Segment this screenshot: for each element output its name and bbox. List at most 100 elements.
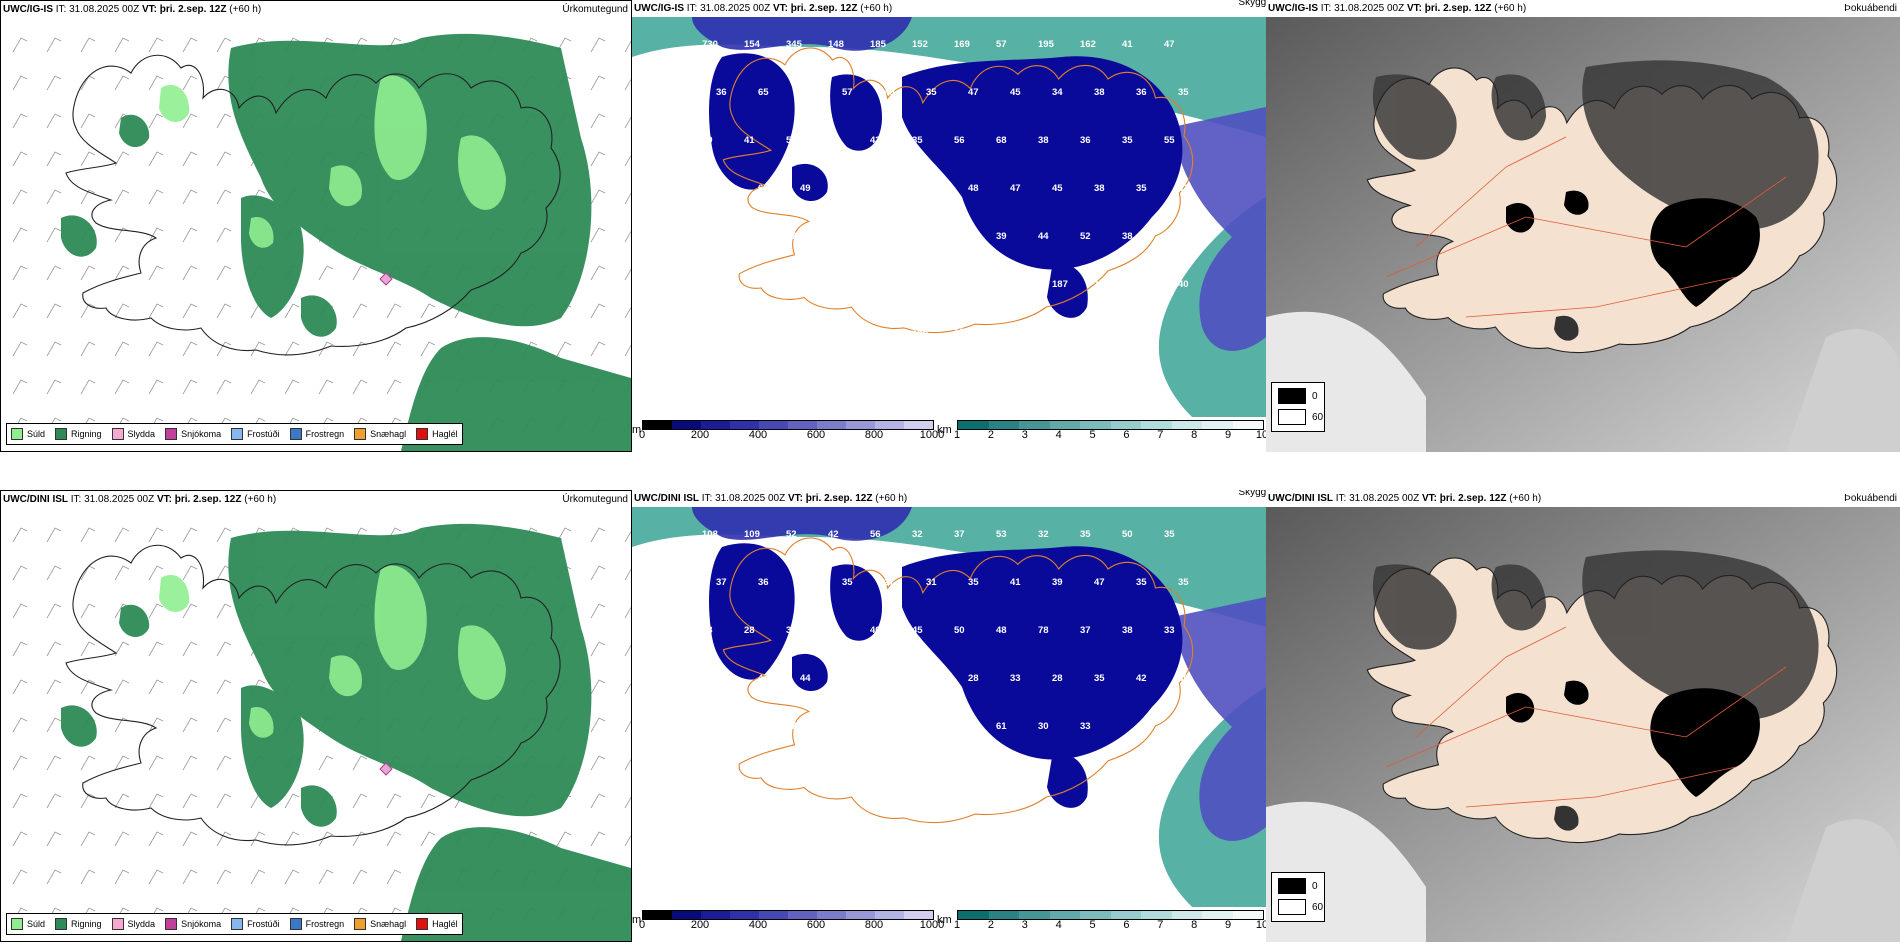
wind-barb bbox=[46, 75, 62, 91]
colorbar-tick: 800 bbox=[864, 429, 884, 441]
visibility-value: 31 bbox=[926, 577, 937, 588]
visibility-value: 52 bbox=[786, 529, 797, 540]
distance-colorbar: km 1 2 3 4 5 6 7 8 9 10 bbox=[937, 420, 1266, 441]
wind-barb bbox=[182, 379, 198, 395]
wind-barb bbox=[386, 831, 402, 847]
visibility-value: 36 bbox=[1136, 87, 1147, 98]
legend-label: Rigning bbox=[71, 919, 102, 929]
colorbar-tick: 2 bbox=[987, 429, 994, 441]
visibility-value: 62 bbox=[828, 135, 839, 146]
colorbar-step bbox=[988, 911, 1019, 919]
distance-colorbar-gradient bbox=[957, 910, 1264, 920]
legend-swatch bbox=[55, 918, 68, 930]
road-line bbox=[1385, 706, 1527, 768]
wind-barb bbox=[12, 379, 28, 395]
wind-barb bbox=[556, 831, 572, 847]
visibility-value: 56 bbox=[954, 135, 965, 146]
legend-item: Haglél bbox=[416, 918, 458, 930]
legend-label: 60 bbox=[1312, 901, 1324, 913]
visibility-value: 44 bbox=[828, 625, 839, 636]
road-line bbox=[1415, 656, 1507, 738]
visibility-value: 35 bbox=[1178, 87, 1189, 98]
wind-barb bbox=[624, 720, 631, 733]
visibility-value: 35 bbox=[1010, 279, 1021, 290]
visibility-title-row: Skyggni bbox=[632, 490, 1266, 501]
legend-swatch bbox=[55, 428, 68, 440]
legend-item: Haglél bbox=[416, 428, 458, 440]
colorbar-step bbox=[672, 421, 701, 429]
height-colorbar: m 0 200 400 600 800 1000 bbox=[632, 420, 944, 441]
wind-barb bbox=[624, 154, 631, 167]
wind-barb bbox=[148, 565, 164, 581]
wind-barb bbox=[216, 679, 232, 695]
wind-barb bbox=[46, 151, 62, 167]
wind-barb bbox=[80, 527, 96, 543]
visibility-title-row: Skyggni bbox=[632, 0, 1266, 11]
visibility-value: 50 bbox=[1122, 529, 1133, 540]
visibility-value: 38 bbox=[1038, 135, 1049, 146]
wind-barb bbox=[114, 303, 130, 319]
model-row: UWC/DINI ISL IT: 31.08.2025 00Z VT: þri.… bbox=[0, 490, 1900, 950]
wind-barb bbox=[556, 37, 572, 53]
visibility-value: 44 bbox=[1038, 231, 1049, 242]
height-colorbar: m 0 200 400 600 800 1000 bbox=[632, 910, 944, 931]
visibility-value: 47 bbox=[968, 87, 979, 98]
wind-barb bbox=[624, 682, 631, 695]
wind-barb bbox=[216, 869, 232, 885]
colorbar-step bbox=[1232, 421, 1263, 429]
legend-item: Súld bbox=[11, 918, 45, 930]
wind-barb bbox=[114, 831, 130, 847]
wind-barb bbox=[114, 679, 130, 695]
wind-barb bbox=[12, 603, 28, 619]
legend-swatch bbox=[416, 918, 429, 930]
coastline bbox=[722, 537, 1194, 824]
visibility-value: 32 bbox=[912, 529, 923, 540]
wind-barb bbox=[624, 606, 631, 619]
wind-barb bbox=[148, 113, 164, 129]
visibility-value: 41 bbox=[744, 135, 755, 146]
visibility-value: 65 bbox=[758, 87, 769, 98]
visibility-value: 41 bbox=[1122, 39, 1133, 50]
visibility-value: 63 bbox=[758, 183, 769, 194]
coastline bbox=[722, 47, 1194, 334]
wind-barb bbox=[80, 641, 96, 657]
visibility-value: 41 bbox=[744, 327, 755, 338]
legend-item: Snjókoma bbox=[165, 918, 221, 930]
wind-barb bbox=[352, 303, 368, 319]
wind-barb bbox=[590, 793, 606, 809]
colorbar-step bbox=[1202, 421, 1233, 429]
wind-barb bbox=[624, 758, 631, 771]
visibility-value: 28 bbox=[744, 625, 755, 636]
colorbar-tick: 1 bbox=[953, 919, 961, 931]
visibility-value: 35 bbox=[842, 577, 853, 588]
wind-barb bbox=[216, 227, 232, 243]
wind-barb bbox=[148, 189, 164, 205]
visibility-value: 37 bbox=[716, 577, 727, 588]
visibility-value: 37 bbox=[1080, 625, 1091, 636]
visibility-value: 40 bbox=[870, 625, 881, 636]
wind-barb bbox=[114, 793, 130, 809]
road-line bbox=[1595, 766, 1737, 798]
model-name: UWC/DINI ISL bbox=[634, 493, 699, 504]
wind-barb bbox=[46, 265, 62, 281]
wind-barb bbox=[80, 151, 96, 167]
wind-barb bbox=[216, 303, 232, 319]
legend-item: Súld bbox=[11, 428, 45, 440]
fog-index-map bbox=[1266, 17, 1900, 452]
wind-barb bbox=[80, 265, 96, 281]
colorbar-step bbox=[1110, 421, 1141, 429]
colorbar-tick: 1000 bbox=[919, 429, 945, 441]
legend-label: Frostregn bbox=[305, 429, 345, 439]
visibility-value: 40 bbox=[1080, 327, 1091, 338]
visibility-value: 39 bbox=[1178, 673, 1189, 684]
wind-barb bbox=[590, 641, 606, 657]
legend-item: Frostregn bbox=[289, 918, 344, 930]
visibility-value: 33 bbox=[1010, 673, 1021, 684]
fog-index-panel: UWC/DINI ISL IT: 31.08.2025 00Z VT: þri.… bbox=[1266, 490, 1900, 942]
legend-swatch bbox=[289, 428, 302, 440]
visibility-value: 28 bbox=[968, 673, 979, 684]
wind-barb bbox=[114, 527, 130, 543]
colorbar-step bbox=[730, 421, 759, 429]
wind-barb bbox=[114, 755, 130, 771]
colorbar-tick: 9 bbox=[1225, 429, 1232, 441]
